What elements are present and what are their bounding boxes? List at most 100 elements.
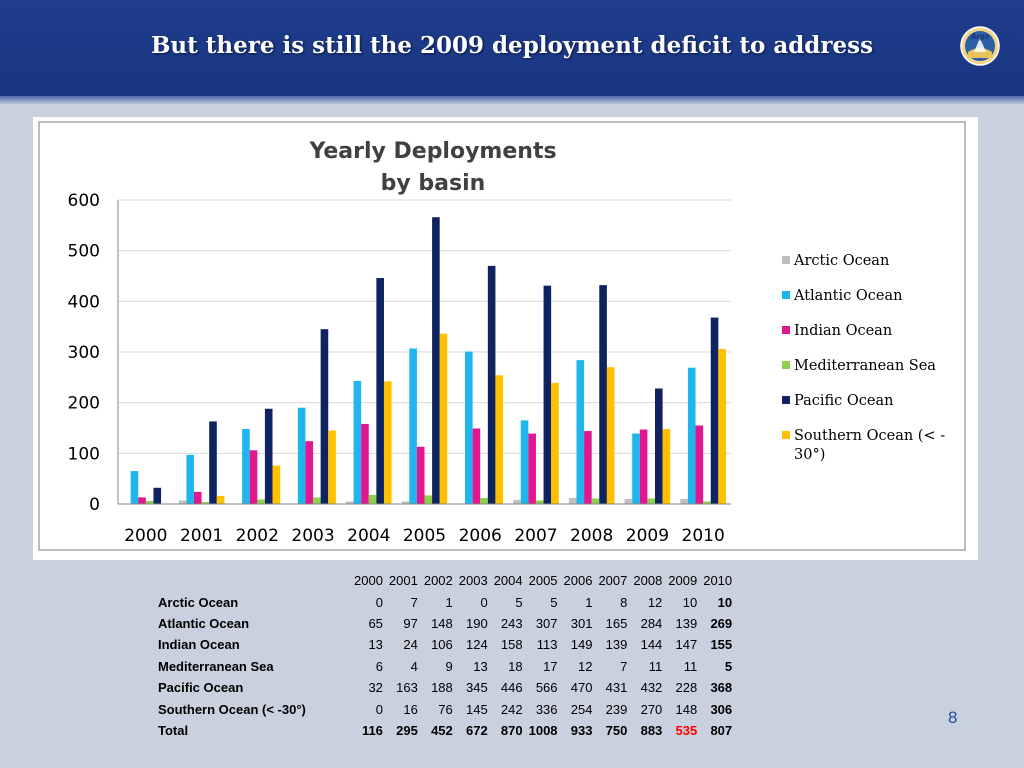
bar-mediterranean-sea-2009 bbox=[647, 498, 656, 504]
table-year-header: 2010 bbox=[703, 573, 733, 589]
table-cell: 158 bbox=[500, 637, 523, 653]
table-cell: 13 bbox=[368, 637, 383, 653]
table-cell: 139 bbox=[605, 637, 628, 653]
bar-mediterranean-sea-2008 bbox=[591, 498, 600, 504]
table-header-blank bbox=[150, 570, 351, 591]
table-cell: 0 bbox=[375, 701, 383, 717]
bar-southern-ocean--2003 bbox=[328, 430, 336, 504]
legend-label: Atlantic Ocean bbox=[793, 288, 902, 304]
deployments-table: 2000 2001 2002 2003 2004 2005 2006 2007 2008 2009… bbox=[150, 570, 735, 741]
table-cell: 17 bbox=[543, 658, 558, 674]
bar-pacific-ocean-2010 bbox=[710, 317, 719, 504]
table-cell: 6 bbox=[375, 658, 383, 674]
chart-title-line: by basin bbox=[381, 171, 486, 196]
bar-arctic-ocean-2010 bbox=[680, 498, 688, 504]
bar-atlantic-ocean-2005 bbox=[409, 348, 417, 504]
table-cell: 446 bbox=[500, 680, 523, 696]
slide-title: But there is still the 2009 deployment d… bbox=[150, 32, 874, 59]
x-tick-label: 2002 bbox=[236, 526, 279, 546]
table-cell: 18 bbox=[508, 658, 523, 674]
legend-label: Southern Ocean (< - bbox=[794, 428, 945, 444]
table-cell: 883 bbox=[640, 722, 663, 738]
bar-pacific-ocean-2000 bbox=[153, 487, 162, 504]
table-year-header: 2000 bbox=[354, 573, 383, 589]
table-row-label: Total bbox=[158, 722, 189, 738]
table-year-header: 2002 bbox=[423, 573, 453, 589]
table-cell: 4 bbox=[410, 658, 418, 674]
table-row-label: Mediterranean Sea bbox=[158, 658, 274, 674]
bar-mediterranean-sea-2006 bbox=[480, 497, 488, 504]
table-row: Atlantic Ocean 65 97 148 190 243 307 301 165 284 1… bbox=[150, 613, 735, 634]
bar-southern-ocean--2009 bbox=[662, 429, 671, 504]
x-tick-label: 2006 bbox=[459, 526, 502, 546]
table-row-label: Indian Ocean bbox=[158, 637, 240, 653]
bar-indian-ocean-2005 bbox=[416, 446, 425, 504]
table-cell: 144 bbox=[640, 637, 663, 653]
table-cell: 148 bbox=[431, 615, 453, 631]
legend-label: Arctic Ocean bbox=[793, 253, 889, 269]
table-cell: 10 bbox=[717, 594, 733, 610]
bar-arctic-ocean-2005 bbox=[401, 501, 410, 504]
table-cell: 12 bbox=[647, 594, 663, 610]
header-divider bbox=[0, 96, 1024, 104]
table-cell: 5 bbox=[515, 594, 523, 610]
table-cell: 672 bbox=[465, 722, 488, 738]
bar-indian-ocean-2002 bbox=[249, 450, 258, 504]
table-cell: 0 bbox=[375, 594, 383, 610]
y-tick-label: 400 bbox=[68, 292, 100, 312]
table-cell: 306 bbox=[710, 701, 733, 717]
legend-swatch bbox=[782, 431, 790, 439]
table-cell: 307 bbox=[535, 615, 558, 631]
table-cell: 113 bbox=[536, 637, 558, 653]
table-cell: 139 bbox=[675, 615, 698, 631]
x-tick-label: 2005 bbox=[403, 526, 446, 546]
table-cell: 116 bbox=[361, 722, 383, 738]
table-cell: 243 bbox=[500, 615, 523, 631]
table-cell: 13 bbox=[473, 658, 488, 674]
y-tick-label: 300 bbox=[68, 343, 100, 363]
bar-southern-ocean--2002 bbox=[272, 465, 281, 504]
y-tick-label: 0 bbox=[89, 495, 100, 515]
table-header-row: 2000 2001 2002 2003 2004 2005 2006 2007 2008 2009… bbox=[150, 570, 735, 591]
table-cell: 0 bbox=[480, 594, 488, 610]
bar-arctic-ocean-2009 bbox=[624, 498, 633, 504]
bar-indian-ocean-2004 bbox=[361, 423, 369, 504]
table-cell: 155 bbox=[710, 637, 733, 653]
table-cell: 228 bbox=[675, 680, 698, 696]
x-tick-label: 2007 bbox=[514, 526, 557, 546]
table-row-label: Southern Ocean (< -30°) bbox=[158, 701, 306, 717]
bar-indian-ocean-2001 bbox=[193, 491, 202, 504]
bar-atlantic-ocean-2001 bbox=[186, 454, 194, 504]
bar-pacific-ocean-2009 bbox=[655, 388, 663, 504]
table-total-row: Total 116 295 452 672 870 1008 933 750 883 535 807 bbox=[150, 720, 735, 741]
table-cell: 145 bbox=[465, 701, 488, 717]
table-cell: 1 bbox=[445, 594, 453, 610]
table-cell: 7 bbox=[410, 594, 418, 610]
x-tick-label: 2004 bbox=[347, 526, 390, 546]
table-cell: 7 bbox=[620, 658, 628, 674]
bar-pacific-ocean-2007 bbox=[543, 285, 552, 504]
bar-atlantic-ocean-2004 bbox=[353, 380, 362, 504]
bar-mediterranean-sea-2010 bbox=[703, 501, 711, 504]
table-cell: 301 bbox=[570, 615, 593, 631]
table-cell: 807 bbox=[710, 722, 733, 738]
table-year-header: 2005 bbox=[528, 573, 558, 589]
table-cell: 190 bbox=[465, 615, 488, 631]
table-year-header: 2004 bbox=[493, 573, 523, 589]
table-row: Pacific Ocean 32 163 188 345 446 566 470 431 432 2… bbox=[150, 677, 735, 698]
slide-header bbox=[0, 0, 1024, 96]
bar-arctic-ocean-2004 bbox=[345, 501, 354, 504]
bar-southern-ocean--2010 bbox=[718, 348, 726, 504]
bar-arctic-ocean-2008 bbox=[568, 497, 577, 504]
bar-pacific-ocean-2008 bbox=[599, 285, 607, 504]
bar-southern-ocean--2008 bbox=[606, 367, 615, 504]
logo-text: Argo bbox=[970, 32, 990, 41]
bar-pacific-ocean-2004 bbox=[376, 278, 384, 504]
table-cell: 163 bbox=[396, 680, 418, 696]
table-cell: 242 bbox=[500, 701, 523, 717]
page-number: 8 bbox=[948, 708, 958, 727]
legend-label: Mediterranean Sea bbox=[794, 358, 936, 374]
legend-swatch bbox=[782, 396, 790, 404]
table-row: Southern Ocean (< -30°) 0 16 76 145 242 336 254… bbox=[150, 698, 735, 719]
table-cell: 566 bbox=[535, 680, 558, 696]
